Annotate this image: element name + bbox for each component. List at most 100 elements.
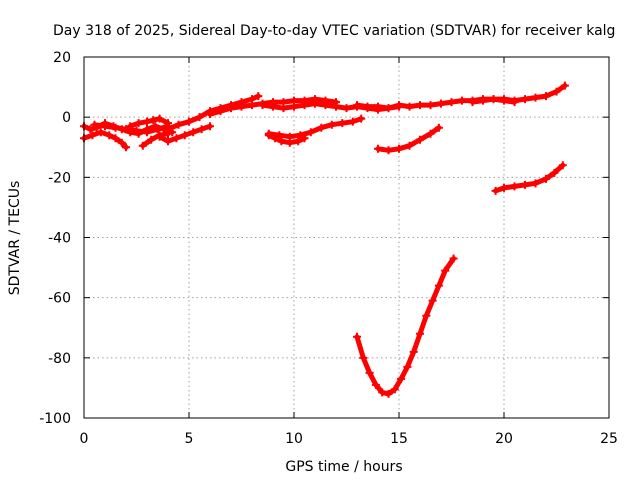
data-point (306, 128, 315, 137)
data-point (180, 131, 189, 140)
data-point (558, 161, 567, 170)
data-point (294, 137, 303, 146)
x-tick-label: 25 (600, 431, 618, 447)
data-point (227, 104, 235, 113)
data-point (164, 137, 172, 146)
data-point (195, 113, 204, 122)
data-point (138, 141, 147, 150)
series-line-arc-deep (354, 256, 457, 397)
data-point (395, 101, 403, 110)
data-point (117, 138, 126, 147)
data-point (441, 266, 450, 275)
data-point (264, 129, 273, 138)
data-point (185, 117, 193, 126)
series-layer (80, 81, 569, 398)
data-point (101, 122, 109, 131)
data-point (437, 99, 445, 108)
data-point (143, 128, 151, 137)
chart-title: Day 318 of 2025, Sidereal Day-to-day VTE… (53, 23, 615, 39)
data-point (254, 92, 263, 101)
data-point (105, 131, 114, 140)
data-point (134, 119, 143, 128)
data-point (237, 102, 246, 111)
data-point (374, 144, 382, 153)
data-point (172, 134, 181, 143)
data-point (155, 114, 164, 123)
data-point (542, 174, 550, 183)
data-point (550, 168, 559, 177)
y-tick-label: -100 (39, 411, 71, 427)
data-point (426, 129, 435, 138)
y-tick-label: 20 (53, 50, 71, 66)
data-point (353, 332, 361, 341)
data-point (206, 110, 214, 119)
data-point (90, 120, 99, 129)
data-point (371, 380, 380, 389)
data-point (143, 117, 151, 126)
data-point (531, 179, 540, 188)
y-tick-label: -60 (48, 291, 71, 307)
data-point (458, 96, 466, 105)
data-point (521, 180, 529, 189)
data-point (416, 329, 424, 338)
data-point (491, 186, 500, 195)
data-point (395, 144, 403, 153)
data-point (147, 135, 156, 144)
x-tick-label: 0 (80, 431, 89, 447)
x-tick-label: 20 (495, 431, 513, 447)
data-point (434, 123, 443, 132)
data-point (409, 347, 418, 356)
data-point (88, 131, 97, 140)
data-point (197, 125, 206, 134)
data-point (111, 134, 120, 143)
data-point (500, 183, 508, 192)
data-point (489, 95, 498, 104)
data-point (479, 96, 487, 105)
data-point (122, 143, 130, 152)
data-point (285, 132, 294, 141)
data-point (155, 132, 164, 141)
data-point (468, 98, 477, 107)
data-point (216, 107, 225, 116)
data-point (374, 102, 382, 111)
data-point (174, 120, 183, 129)
data-point (206, 122, 214, 131)
data-point (153, 125, 162, 134)
data-point (189, 128, 198, 137)
data-point (363, 102, 372, 111)
x-axis-label: GPS time / hours (285, 459, 402, 475)
data-point (403, 362, 412, 371)
data-point (277, 137, 286, 146)
data-point (317, 123, 326, 132)
grid-layer (84, 57, 609, 418)
data-point (422, 311, 431, 320)
y-tick-label: 0 (62, 110, 71, 126)
data-point (338, 119, 347, 128)
data-point (384, 146, 393, 155)
data-point (397, 374, 406, 383)
x-tick-label: 10 (285, 431, 303, 447)
data-point (510, 182, 519, 191)
data-point (86, 125, 95, 134)
data-point (149, 116, 158, 125)
data-point (300, 101, 309, 110)
data-point (258, 101, 267, 110)
data-point (327, 120, 336, 129)
y-tick-label: -80 (48, 351, 71, 367)
data-point (428, 296, 437, 305)
data-point (342, 104, 351, 113)
data-point (426, 101, 435, 110)
data-point (122, 125, 130, 134)
data-point (531, 93, 540, 102)
data-point (510, 96, 519, 105)
data-point (311, 99, 319, 108)
data-point (359, 353, 368, 362)
data-point (560, 81, 569, 90)
y-axis-label: SDTVAR / TECUs (7, 181, 23, 296)
data-point (248, 101, 256, 110)
data-point (542, 92, 550, 101)
data-point (365, 368, 374, 377)
